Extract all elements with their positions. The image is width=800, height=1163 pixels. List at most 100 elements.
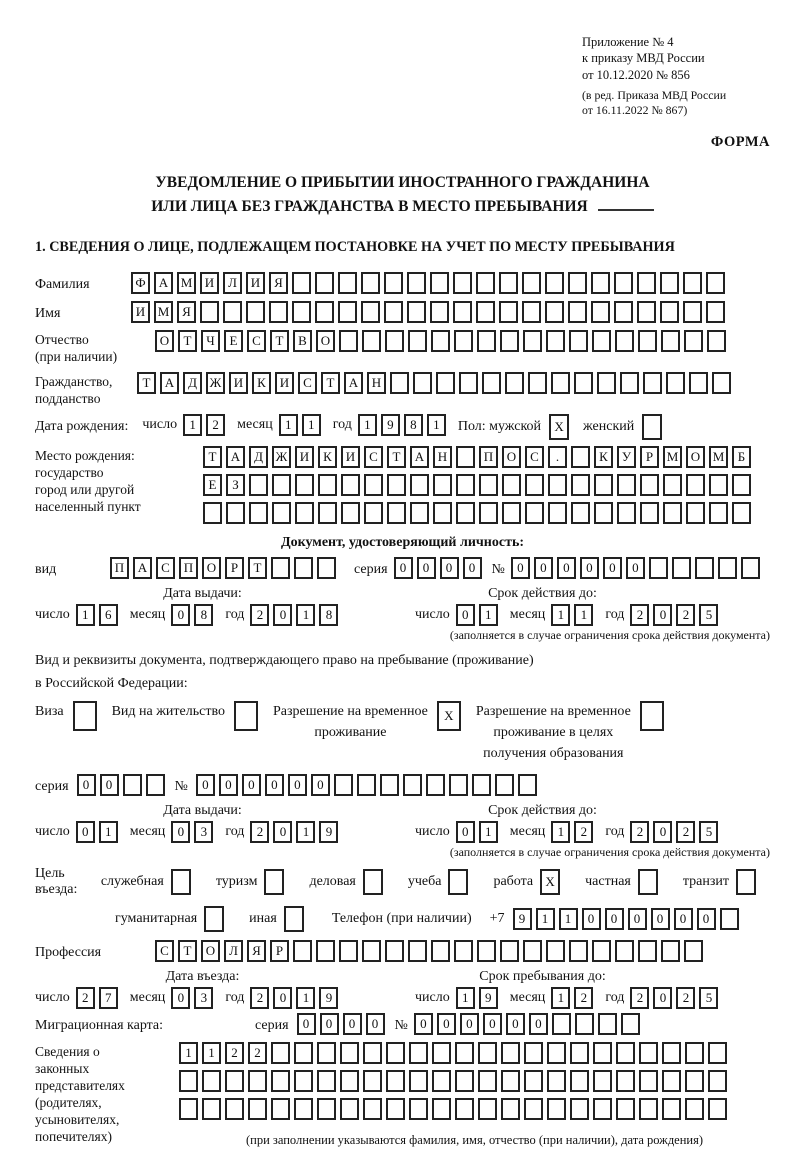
char-box[interactable]	[316, 940, 335, 963]
char-box[interactable]	[264, 869, 285, 896]
char-box[interactable]	[570, 1042, 589, 1065]
char-box[interactable]	[248, 1070, 267, 1093]
char-box[interactable]	[571, 445, 590, 468]
char-box[interactable]	[292, 301, 311, 324]
char-box[interactable]	[455, 1070, 474, 1093]
char-box[interactable]: 1	[296, 987, 316, 1010]
char-box[interactable]: Ж	[272, 445, 291, 468]
char-box[interactable]: 0	[171, 821, 191, 844]
char-box[interactable]: 0	[653, 987, 673, 1010]
char-box[interactable]	[707, 330, 726, 353]
char-box[interactable]	[479, 501, 498, 524]
char-box[interactable]: 0	[218, 774, 238, 797]
char-box[interactable]	[179, 1070, 198, 1093]
char-box[interactable]	[364, 473, 383, 496]
char-box[interactable]	[384, 301, 403, 324]
char-box[interactable]: 0	[505, 1013, 525, 1036]
char-box[interactable]: К	[252, 372, 271, 395]
char-box[interactable]: 8	[403, 413, 423, 436]
char-box[interactable]: 0	[99, 774, 119, 797]
char-box[interactable]	[617, 473, 636, 496]
char-box[interactable]: 0	[653, 821, 673, 844]
char-box[interactable]	[616, 1042, 635, 1065]
char-box[interactable]: 1	[296, 821, 316, 844]
char-box[interactable]	[223, 301, 242, 324]
char-box[interactable]	[200, 301, 219, 324]
char-box[interactable]	[293, 940, 312, 963]
char-box[interactable]: 5	[699, 603, 719, 626]
char-box[interactable]: 0	[195, 774, 215, 797]
char-box[interactable]	[283, 906, 304, 933]
char-box[interactable]	[616, 1070, 635, 1093]
char-box[interactable]: Т	[178, 330, 197, 353]
char-box[interactable]: 0	[482, 1013, 502, 1036]
char-box[interactable]: Т	[178, 940, 197, 963]
char-box[interactable]	[317, 556, 336, 579]
char-box[interactable]	[522, 301, 541, 324]
char-box[interactable]	[454, 330, 473, 353]
char-box[interactable]	[663, 473, 682, 496]
char-box[interactable]: С	[525, 445, 544, 468]
char-box[interactable]	[408, 940, 427, 963]
char-box[interactable]	[547, 1098, 566, 1121]
char-box[interactable]: О	[502, 445, 521, 468]
char-box[interactable]	[318, 501, 337, 524]
char-box[interactable]: 1	[278, 413, 298, 436]
char-box[interactable]	[694, 556, 714, 579]
char-box[interactable]	[317, 1042, 336, 1065]
char-box[interactable]	[642, 413, 663, 440]
char-box[interactable]: У	[617, 445, 636, 468]
char-box[interactable]	[502, 501, 521, 524]
char-box[interactable]	[179, 1098, 198, 1121]
char-box[interactable]	[294, 1070, 313, 1093]
char-box[interactable]	[683, 272, 702, 295]
char-box[interactable]	[660, 272, 679, 295]
char-box[interactable]: М	[177, 272, 196, 295]
char-box[interactable]	[386, 1070, 405, 1093]
char-box[interactable]	[717, 556, 737, 579]
char-box[interactable]: 0	[171, 603, 191, 626]
char-box[interactable]: 0	[310, 774, 330, 797]
char-box[interactable]: 0	[342, 1013, 362, 1036]
char-box[interactable]: 0	[273, 603, 293, 626]
char-box[interactable]: Т	[203, 445, 222, 468]
char-box[interactable]	[477, 330, 496, 353]
char-box[interactable]: 0	[76, 774, 96, 797]
char-box[interactable]	[379, 774, 399, 797]
char-box[interactable]	[712, 372, 731, 395]
char-box[interactable]: 2	[676, 603, 696, 626]
char-box[interactable]	[456, 445, 475, 468]
char-box[interactable]: В	[293, 330, 312, 353]
char-box[interactable]	[732, 473, 751, 496]
char-box[interactable]	[574, 372, 593, 395]
char-box[interactable]	[709, 501, 728, 524]
char-box[interactable]	[524, 1098, 543, 1121]
char-box[interactable]	[390, 372, 409, 395]
char-box[interactable]: Н	[367, 372, 386, 395]
char-box[interactable]	[410, 473, 429, 496]
char-box[interactable]	[594, 501, 613, 524]
char-box[interactable]	[740, 556, 760, 579]
char-box[interactable]: 0	[365, 1013, 385, 1036]
char-box[interactable]	[551, 372, 570, 395]
char-box[interactable]: 1	[558, 908, 578, 931]
char-box[interactable]	[719, 908, 739, 931]
char-box[interactable]	[548, 501, 567, 524]
char-box[interactable]: С	[364, 445, 383, 468]
char-box[interactable]	[448, 774, 468, 797]
char-box[interactable]: 8	[319, 603, 339, 626]
char-box[interactable]: Ф	[131, 272, 150, 295]
char-box[interactable]: 0	[650, 908, 670, 931]
char-box[interactable]: X	[540, 869, 561, 896]
char-box[interactable]	[499, 301, 518, 324]
char-box[interactable]	[684, 940, 703, 963]
char-box[interactable]: 1	[535, 908, 555, 931]
char-box[interactable]: 0	[273, 821, 293, 844]
char-box[interactable]: 9	[380, 413, 400, 436]
char-box[interactable]	[456, 473, 475, 496]
char-box[interactable]	[432, 1098, 451, 1121]
char-box[interactable]	[476, 272, 495, 295]
char-box[interactable]: А	[344, 372, 363, 395]
char-box[interactable]	[637, 301, 656, 324]
char-box[interactable]	[683, 301, 702, 324]
